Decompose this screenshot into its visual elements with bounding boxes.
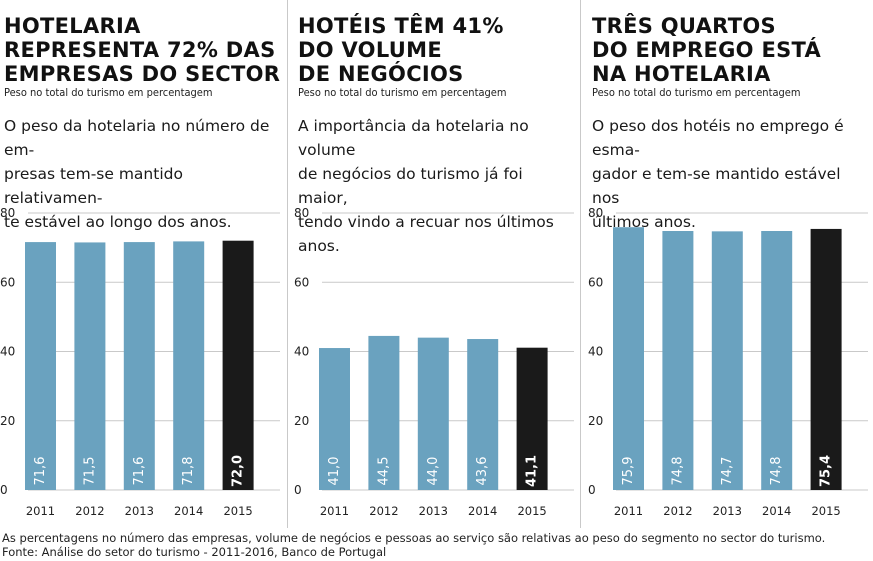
y-tick-label: 40 xyxy=(294,345,309,359)
description-line: gador e tem-se mantido estável nos xyxy=(592,165,841,207)
bar-2015 xyxy=(516,347,548,490)
panel-separator xyxy=(580,0,581,528)
panel-title: HOTÉIS TÊM 41% DO VOLUME DE NEGÓCIOS xyxy=(298,14,578,86)
x-tick-label: 2014 xyxy=(468,504,497,518)
x-tick-label: 2013 xyxy=(713,504,742,518)
y-tick-label: 0 xyxy=(588,483,596,497)
y-tick-label: 60 xyxy=(294,275,309,289)
y-tick-label: 20 xyxy=(294,414,309,428)
panel-title: TRÊS QUARTOS DO EMPREGO ESTÁ NA HOTELARI… xyxy=(592,14,872,86)
y-tick-label: 60 xyxy=(0,275,15,289)
bar-chart-volume-negocios: 0 20 40 60 80 41,0 2011 44,5 2012 44,0 2013 43,6 201… xyxy=(294,206,574,518)
title-line: HOTELARIA xyxy=(4,14,141,38)
y-tick-label: 0 xyxy=(0,483,8,497)
bar-value-label: 75,9 xyxy=(621,457,636,486)
bar-2015 xyxy=(222,240,254,490)
bar-value-label: 74,8 xyxy=(670,457,685,486)
bar-2012 xyxy=(74,242,106,490)
description-line: O peso da hotelaria no número de em- xyxy=(4,117,270,159)
bar-2011 xyxy=(613,227,644,491)
bar-value-label: 74,7 xyxy=(720,457,735,486)
x-tick-label: 2015 xyxy=(811,504,840,518)
bar-2013 xyxy=(123,242,155,490)
y-tick-label: 40 xyxy=(0,345,15,359)
title-line: EMPRESAS DO SECTOR xyxy=(4,62,281,86)
title-line: HOTÉIS TÊM 41% xyxy=(298,14,504,38)
source-note: Fonte: Análise do setor do turismo - 201… xyxy=(2,545,387,559)
bar-value-label: 75,4 xyxy=(819,455,834,487)
bar-chart-empresas: 0 20 40 60 80 71,6 2011 71,5 2012 71,6 2013 71,8 201… xyxy=(0,206,280,518)
panel-separator xyxy=(287,0,288,528)
chart-panel-empresas: HOTELARIA REPRESENTA 72% DAS EMPRESAS DO… xyxy=(0,0,280,525)
chart-panel-emprego: TRÊS QUARTOS DO EMPREGO ESTÁ NA HOTELARI… xyxy=(588,0,868,525)
description-line: últimos anos. xyxy=(592,213,696,231)
x-tick-label: 2011 xyxy=(320,504,349,518)
bar-value-label: 72,0 xyxy=(231,455,246,487)
x-tick-label: 2014 xyxy=(174,504,203,518)
bar-2014 xyxy=(761,231,793,490)
bar-2012 xyxy=(368,335,400,490)
chart-panel-volume-negocios: HOTÉIS TÊM 41% DO VOLUME DE NEGÓCIOS Pes… xyxy=(294,0,574,525)
y-tick-label: 20 xyxy=(588,414,603,428)
bar-value-label: 71,8 xyxy=(181,457,196,486)
bar-2011 xyxy=(25,242,56,490)
title-line: DO EMPREGO ESTÁ xyxy=(592,38,822,62)
description-line: de negócios do turismo já foi maior, xyxy=(298,165,523,207)
bar-2014 xyxy=(173,241,205,490)
title-line: REPRESENTA 72% DAS xyxy=(4,38,276,62)
panel-description: O peso dos hotéis no emprego é esma- gad… xyxy=(592,114,857,234)
x-tick-label: 2015 xyxy=(517,504,546,518)
x-tick-label: 2015 xyxy=(223,504,252,518)
bar-value-label: 44,0 xyxy=(426,457,441,486)
bar-2012 xyxy=(662,231,694,490)
description-line: te estável ao longo dos anos. xyxy=(4,213,232,231)
y-tick-label: 80 xyxy=(0,206,15,220)
bar-value-label: 71,6 xyxy=(132,457,147,486)
panel-description: O peso da hotelaria no número de em- pre… xyxy=(4,114,279,234)
title-line: NA HOTELARIA xyxy=(592,62,771,86)
title-line: DO VOLUME xyxy=(298,38,442,62)
bar-value-label: 41,1 xyxy=(525,455,540,487)
y-tick-label: 40 xyxy=(588,345,603,359)
y-tick-label: 0 xyxy=(294,483,302,497)
bar-value-label: 71,6 xyxy=(33,457,48,486)
y-tick-label: 80 xyxy=(588,206,603,220)
bar-2014 xyxy=(467,339,499,490)
x-tick-label: 2013 xyxy=(419,504,448,518)
description-line: A importância da hotelaria no volume xyxy=(298,117,529,159)
panel-description: A importância da hotelaria no volume de … xyxy=(298,114,573,258)
panel-subtitle: Peso no total do turismo em percentagem xyxy=(298,86,507,99)
x-tick-label: 2012 xyxy=(663,504,692,518)
description-line: O peso dos hotéis no emprego é esma- xyxy=(592,117,844,159)
y-tick-label: 60 xyxy=(588,275,603,289)
description-line: presas tem-se mantido relativamen- xyxy=(4,165,183,207)
footnote: As percentagens no número das empresas, … xyxy=(2,531,826,545)
panel-subtitle: Peso no total do turismo em percentagem xyxy=(592,86,801,99)
panel-title: HOTELARIA REPRESENTA 72% DAS EMPRESAS DO… xyxy=(4,14,284,86)
title-line: DE NEGÓCIOS xyxy=(298,62,464,86)
bar-value-label: 74,8 xyxy=(769,457,784,486)
panel-subtitle: Peso no total do turismo em percentagem xyxy=(4,86,213,99)
x-tick-label: 2013 xyxy=(125,504,154,518)
bar-2011 xyxy=(319,348,350,490)
bar-2015 xyxy=(810,228,842,491)
bar-value-label: 44,5 xyxy=(376,457,391,486)
description-line: tendo vindo a recuar nos últimos anos. xyxy=(298,213,554,255)
title-line: TRÊS QUARTOS xyxy=(592,14,776,38)
bar-2013 xyxy=(417,337,449,490)
y-tick-label: 20 xyxy=(0,414,15,428)
bar-chart-emprego: 0 20 40 60 80 75,9 2011 74,8 2012 74,7 2013 74,8 201… xyxy=(588,206,868,518)
x-tick-label: 2012 xyxy=(369,504,398,518)
bar-value-label: 43,6 xyxy=(475,457,490,486)
x-tick-label: 2011 xyxy=(26,504,55,518)
bar-value-label: 41,0 xyxy=(327,457,342,486)
x-tick-label: 2012 xyxy=(75,504,104,518)
bar-value-label: 71,5 xyxy=(82,457,97,486)
x-tick-label: 2014 xyxy=(762,504,791,518)
y-tick-label: 80 xyxy=(294,206,309,220)
bar-2013 xyxy=(711,231,743,490)
x-tick-label: 2011 xyxy=(614,504,643,518)
